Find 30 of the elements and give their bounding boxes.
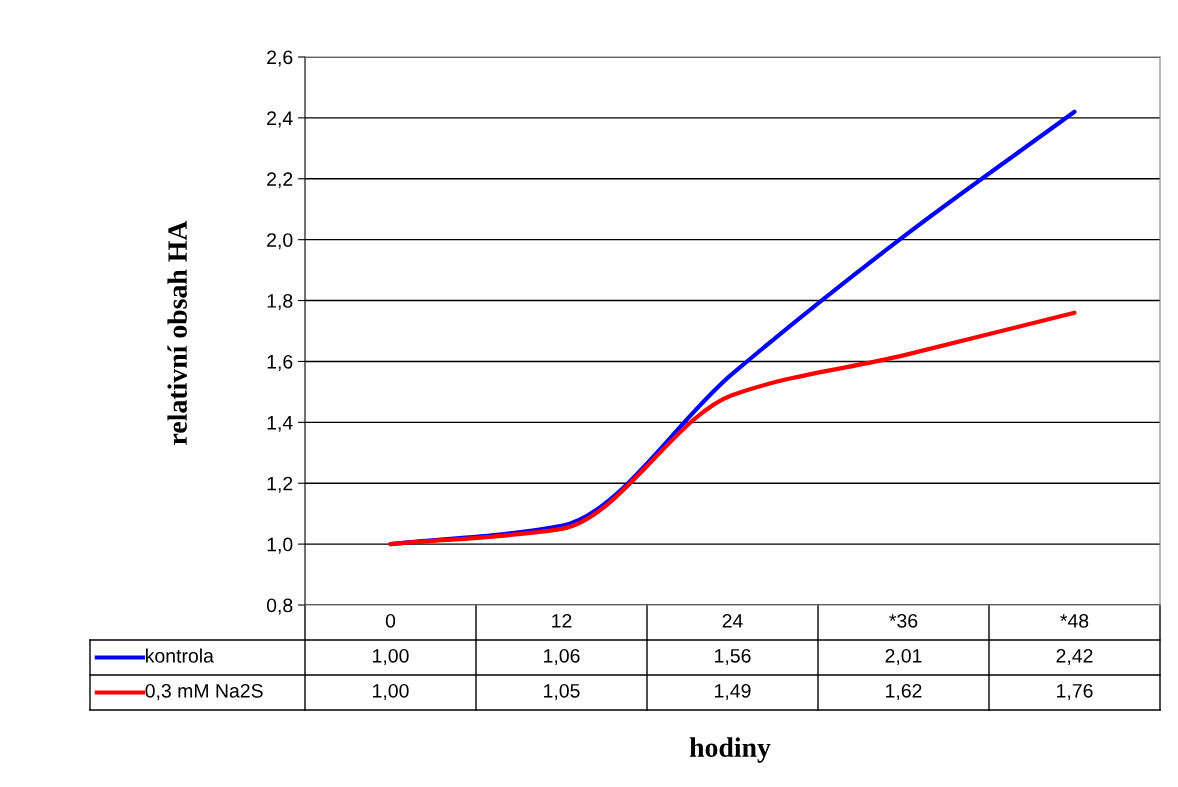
data-label: 1,00 [373,683,409,701]
data-label: 1,05 [544,683,580,701]
data-label: 1,49 [715,683,751,701]
y-tick-label: 1,8 [267,294,293,311]
x-tick-label: *36 [889,613,918,628]
x-axis-title: hodiny [689,737,771,763]
data-label: 1,00 [373,648,409,666]
data-label: 1,56 [715,648,751,666]
x-tick-label: *48 [1060,613,1089,628]
y-tick-label: 2,6 [267,50,293,67]
data-label: 1,62 [886,683,922,701]
y-tick-label: 1,4 [267,416,293,432]
legend-label: 0,3 mM Na2S [145,683,263,701]
x-tick-label: 12 [552,613,572,628]
y-tick-label: 1,6 [267,354,293,371]
line-series [388,310,1077,547]
legend-label: kontrola [146,648,214,663]
y-tick-label: 2,2 [267,172,293,189]
data-label: 2,01 [885,648,922,666]
y-tick-label: 1,0 [267,537,293,554]
y-tick-label: 0,8 [266,598,293,615]
x-tick-label: 0 [385,613,396,628]
y-tick-label: 1,2 [267,476,293,493]
y-tick-label: 2,0 [267,233,293,250]
data-label: 2,42 [1056,648,1093,666]
y-tick-label: 2,4 [267,111,293,128]
x-tick-label: 24 [722,613,743,628]
data-label: 1,76 [1057,683,1093,701]
data-label: 1,06 [544,648,580,666]
y-axis-title: relativní obsah HA [167,220,187,445]
